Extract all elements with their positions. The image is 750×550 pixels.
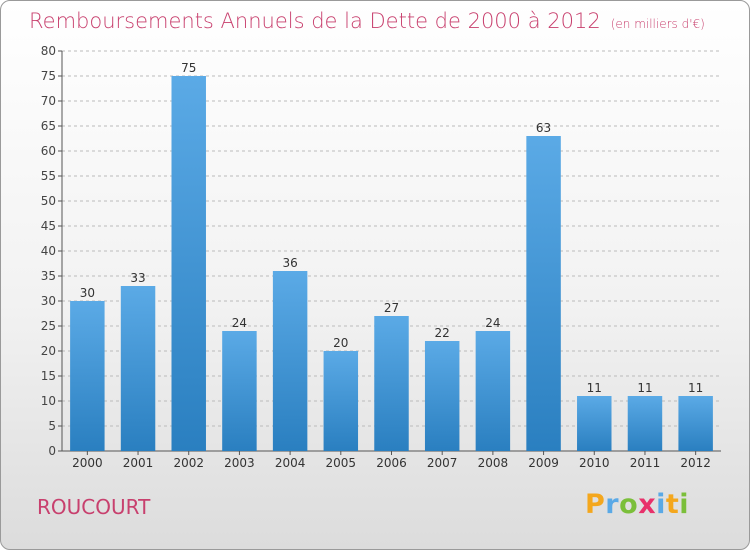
y-tick-label: 50 (41, 194, 56, 208)
chart-title-text: Remboursements Annuels de la Dette de 20… (29, 9, 601, 33)
x-tick-label: 2010 (579, 456, 610, 470)
data-label: 63 (536, 121, 551, 135)
x-tick-label: 2003 (224, 456, 255, 470)
chart-title: Remboursements Annuels de la Dette de 20… (29, 9, 705, 33)
y-tick-label: 15 (41, 369, 56, 383)
bar (424, 341, 460, 451)
data-label: 33 (130, 271, 145, 285)
x-tick-label: 2007 (427, 456, 458, 470)
y-tick-label: 40 (41, 244, 56, 258)
y-tick-label: 30 (41, 294, 56, 308)
proxiti-logo: Proxiti (585, 489, 689, 520)
x-tick-label: 2011 (630, 456, 661, 470)
data-label: 30 (80, 286, 95, 300)
x-tick-label: 2008 (478, 456, 509, 470)
bar (272, 271, 308, 451)
data-label: 36 (282, 256, 297, 270)
logo-letter: o (619, 489, 639, 520)
x-tick-label: 2012 (680, 456, 711, 470)
y-tick-label: 0 (48, 444, 56, 458)
y-tick-label: 35 (41, 269, 56, 283)
data-label: 11 (637, 381, 652, 395)
y-tick-label: 25 (41, 319, 56, 333)
x-tick-label: 2000 (72, 456, 103, 470)
x-tick-label: 2001 (123, 456, 154, 470)
x-tick-label: 2004 (275, 456, 306, 470)
bar-chart: 0 5 10 15 20 25 30 35 40 45 50 55 60 65 70 75 80 30 2000 33… (41, 44, 721, 470)
logo-letter: i (679, 489, 690, 520)
y-tick-label: 45 (41, 219, 56, 233)
logo-letter: i (656, 489, 666, 520)
y-tick-label: 80 (41, 44, 56, 58)
logo-letter: r (605, 489, 620, 520)
y-tick-label: 10 (41, 394, 56, 408)
y-tick-label: 70 (41, 94, 56, 108)
x-tick-label: 2009 (528, 456, 559, 470)
data-label: 27 (384, 301, 399, 315)
bar (222, 331, 257, 451)
bar (526, 136, 561, 451)
data-label: 11 (587, 381, 602, 395)
bar (171, 76, 206, 451)
logo-letter: x (638, 489, 657, 520)
data-label: 24 (232, 316, 247, 330)
chart-subtitle: (en milliers d'€) (610, 17, 705, 31)
bar (627, 396, 663, 451)
bar (475, 331, 511, 451)
y-tick-label: 75 (41, 69, 56, 83)
y-tick-label: 60 (41, 144, 56, 158)
data-label: 24 (485, 316, 500, 330)
logo-letter: P (585, 489, 606, 520)
bar (678, 396, 713, 451)
data-label: 75 (181, 61, 196, 75)
bar (323, 351, 359, 451)
y-tick-label: 55 (41, 169, 56, 183)
data-label: 11 (688, 381, 703, 395)
y-tick-label: 65 (41, 119, 56, 133)
y-tick-label: 20 (41, 344, 56, 358)
bar (70, 301, 105, 451)
x-tick-label: 2005 (326, 456, 357, 470)
bar (120, 286, 156, 451)
data-label: 20 (333, 336, 348, 350)
x-tick-label: 2006 (376, 456, 407, 470)
y-tick-label: 5 (48, 419, 56, 433)
data-label: 22 (435, 326, 450, 340)
bar (577, 396, 612, 451)
x-tick-label: 2002 (173, 456, 204, 470)
bar (374, 316, 409, 451)
town-name: ROUCOURT (37, 495, 151, 519)
logo-letter: t (665, 489, 680, 520)
